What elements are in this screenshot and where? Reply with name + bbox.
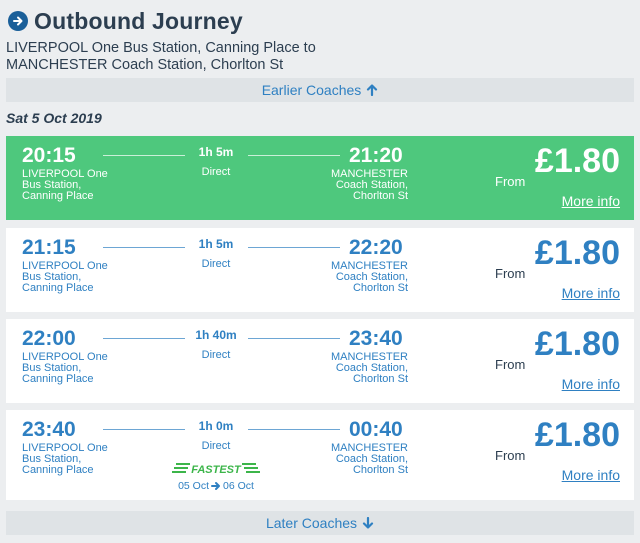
origin-stop: LIVERPOOL One Bus Station, Canning Place [22, 443, 108, 476]
destination-stop-line: MANCHESTER [330, 442, 408, 454]
route-description: LIVERPOOL One Bus Station, Canning Place… [6, 40, 316, 74]
departure-time: 21:15 [22, 236, 76, 259]
page-header: Outbound Journey [8, 6, 243, 36]
departure-time: 23:40 [22, 418, 76, 441]
arrow-right-icon [211, 482, 220, 490]
journey-type: Direct [201, 166, 231, 178]
destination-stop-line: MANCHESTER [330, 168, 408, 180]
destination-stop-line: Chorlton St [352, 190, 408, 202]
earlier-coaches-button[interactable]: Earlier Coaches [6, 78, 634, 102]
origin-stop-line: LIVERPOOL One [22, 260, 108, 272]
destination-stop: MANCHESTER Coach Station, Chorlton St [308, 352, 408, 385]
origin-stop-line: LIVERPOOL One [22, 442, 108, 454]
later-coaches-button[interactable]: Later Coaches [6, 511, 634, 535]
price-from-label: From [495, 174, 526, 189]
origin-stop-line: Bus Station, [22, 362, 82, 374]
destination-stop-line: Coach Station, [335, 271, 408, 283]
price-from-label: From [495, 448, 526, 463]
journey-type: Direct [201, 440, 231, 452]
destination-stop-line: Chorlton St [352, 373, 408, 385]
origin-stop: LIVERPOOL One Bus Station, Canning Place [22, 352, 108, 385]
date-label: Sat 5 Oct 2019 [6, 110, 102, 126]
route-line [248, 247, 340, 248]
page-title: Outbound Journey [34, 7, 243, 34]
origin-stop-line: LIVERPOOL One [22, 168, 108, 180]
journey-card[interactable]: 20:15 1h 5m Direct 21:20 LIVERPOOL One B… [6, 136, 634, 220]
fastest-badge-label: FASTEST [191, 464, 242, 476]
arrow-down-icon [362, 517, 374, 529]
destination-stop-line: MANCHESTER [330, 351, 408, 363]
arrival-time: 22:20 [349, 236, 403, 259]
origin-stop-line: Canning Place [22, 282, 94, 294]
price: £1.80 [534, 325, 620, 363]
duration: 1h 5m [198, 145, 234, 159]
origin-stop: LIVERPOOL One Bus Station, Canning Place [22, 169, 108, 202]
price: £1.80 [534, 142, 620, 180]
date-to: 06 Oct [223, 480, 254, 492]
origin-stop: LIVERPOOL One Bus Station, Canning Place [22, 261, 108, 294]
origin-stop-line: Canning Place [22, 464, 94, 476]
arrow-right-circle-icon [8, 11, 28, 31]
origin-stop-line: LIVERPOOL One [22, 351, 108, 363]
arrow-up-icon [367, 84, 378, 96]
origin-stop-line: Canning Place [22, 190, 94, 202]
journey-card[interactable]: 22:00 1h 40m Direct 23:40 LIVERPOOL One … [6, 319, 634, 403]
price: £1.80 [534, 234, 620, 272]
arrival-time: 23:40 [349, 327, 403, 350]
fastest-badge: FASTEST [172, 463, 260, 476]
origin-stop-line: Bus Station, [22, 453, 82, 465]
origin-stop-line: Bus Station, [22, 271, 82, 283]
travel-dates: 05 Oct 06 Oct [156, 480, 276, 492]
destination-stop-line: Coach Station, [335, 179, 408, 191]
route-line [248, 429, 340, 430]
journey-type: Direct [201, 258, 231, 270]
destination-stop-line: Chorlton St [352, 464, 408, 476]
destination-stop-line: MANCHESTER [330, 260, 408, 272]
date-from: 05 Oct [178, 480, 209, 492]
route-line [248, 155, 340, 156]
route-line [103, 338, 185, 339]
earlier-coaches-label: Earlier Coaches [261, 82, 362, 98]
destination-stop-line: Coach Station, [335, 453, 408, 465]
price-from-label: From [495, 357, 526, 372]
journey-card[interactable]: 21:15 1h 5m Direct 22:20 LIVERPOOL One B… [6, 228, 634, 312]
arrival-time: 21:20 [349, 144, 403, 167]
duration: 1h 5m [198, 237, 234, 251]
journey-type: Direct [201, 349, 231, 361]
departure-time: 22:00 [22, 327, 76, 350]
route-line [248, 338, 340, 339]
route-line [103, 155, 185, 156]
arrival-time: 00:40 [349, 418, 403, 441]
duration: 1h 40m [195, 328, 237, 342]
destination-stop-line: Coach Station, [335, 362, 408, 374]
destination-stop-line: Chorlton St [352, 282, 408, 294]
more-info-link[interactable]: More info [561, 467, 620, 483]
destination-stop: MANCHESTER Coach Station, Chorlton St [308, 261, 408, 294]
more-info-link[interactable]: More info [561, 285, 620, 301]
route-line-destination: MANCHESTER Coach Station, Chorlton St [6, 57, 284, 73]
origin-stop-line: Canning Place [22, 373, 94, 385]
departure-time: 20:15 [22, 144, 76, 167]
route-line [103, 429, 185, 430]
duration: 1h 0m [198, 419, 234, 433]
journey-card[interactable]: 23:40 1h 0m Direct FASTEST 05 Oct 06 Oct… [6, 410, 634, 500]
route-line-origin: LIVERPOOL One Bus Station, Canning Place… [6, 40, 316, 56]
origin-stop-line: Bus Station, [22, 179, 82, 191]
route-line [103, 247, 185, 248]
price: £1.80 [534, 416, 620, 454]
later-coaches-label: Later Coaches [265, 515, 358, 531]
destination-stop: MANCHESTER Coach Station, Chorlton St [308, 443, 408, 476]
price-from-label: From [495, 266, 526, 281]
more-info-link[interactable]: More info [561, 376, 620, 392]
more-info-link[interactable]: More info [561, 193, 620, 209]
destination-stop: MANCHESTER Coach Station, Chorlton St [308, 169, 408, 202]
